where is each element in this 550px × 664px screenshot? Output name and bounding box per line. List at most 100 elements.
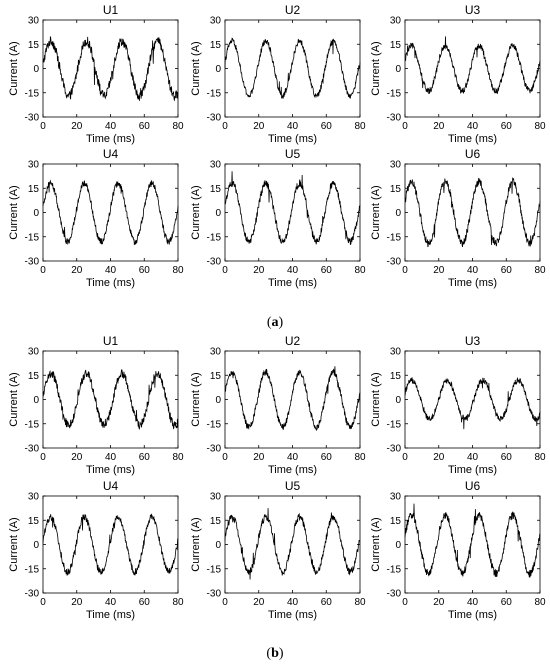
y-tick-label: 30 (28, 492, 40, 503)
subplot-b-u4: U4 0 20 40 60 80 -30 -15 0 15 30 Time (ms) Current (… (8, 479, 184, 621)
y-tick-label: -30 (207, 113, 222, 124)
x-tick-label: 80 (354, 265, 366, 276)
subplot-title: U1 (103, 334, 119, 348)
axes-box (42, 350, 179, 449)
x-tick-label: 60 (139, 452, 151, 463)
y-tick-label: 15 (390, 40, 402, 51)
x-tick-label: 40 (105, 121, 117, 132)
y-tick-label: -30 (207, 589, 222, 600)
y-tick-label: -30 (25, 589, 40, 600)
x-tick-label: 80 (534, 265, 546, 276)
subplot-a-u5: U5 0 20 40 60 80 -30 -15 0 15 30 Time (ms) Current (… (190, 147, 366, 289)
axes-box (42, 19, 179, 118)
x-tick-label: 40 (467, 121, 479, 132)
current-trace (42, 36, 179, 102)
y-axis-label: Current (A) (8, 41, 20, 95)
y-axis-label: Current (A) (8, 185, 20, 239)
y-tick-label: -15 (387, 419, 402, 430)
x-tick-label: 20 (433, 452, 445, 463)
subplot-a-u4: U4 0 20 40 60 80 -30 -15 0 15 30 Time (ms) Current (… (8, 147, 184, 289)
y-tick-label: 15 (390, 516, 402, 527)
y-tick-label: -15 (25, 419, 40, 430)
y-tick-label: 15 (28, 40, 40, 51)
x-tick-label: 0 (40, 265, 46, 276)
y-tick-label: 0 (33, 395, 39, 406)
y-tick-label: -15 (207, 564, 222, 575)
current-trace (404, 36, 541, 95)
x-axis-label: Time (ms) (86, 277, 135, 289)
x-tick-label: 20 (71, 121, 83, 132)
y-tick-label: -30 (25, 257, 40, 268)
current-trace (404, 503, 541, 578)
x-axis-label: Time (ms) (448, 464, 497, 476)
y-axis-label: Current (A) (370, 372, 382, 426)
y-tick-label: 15 (210, 371, 222, 382)
y-tick-label: 30 (28, 347, 40, 358)
x-tick-label: 20 (253, 452, 265, 463)
subplot-title: U5 (285, 479, 301, 493)
x-tick-label: 0 (222, 121, 228, 132)
y-tick-label: -30 (387, 113, 402, 124)
axes-box (404, 495, 541, 594)
subplot-b-u6: U6 0 20 40 60 80 -30 -15 0 15 30 Time (ms) Current (… (370, 479, 546, 621)
y-tick-label: 30 (390, 16, 402, 27)
y-tick-label: 30 (210, 492, 222, 503)
x-tick-label: 20 (253, 597, 265, 608)
current-trace (224, 171, 361, 245)
x-tick-label: 60 (501, 597, 513, 608)
y-tick-label: -30 (207, 257, 222, 268)
x-tick-label: 0 (40, 121, 46, 132)
y-tick-label: -30 (207, 444, 222, 455)
y-axis-label: Current (A) (370, 185, 382, 239)
y-tick-label: 0 (33, 540, 39, 551)
axes-box (224, 350, 361, 449)
axes-box (224, 19, 361, 118)
x-tick-label: 20 (433, 121, 445, 132)
y-tick-label: -30 (387, 257, 402, 268)
current-trace (404, 177, 541, 248)
y-tick-label: 0 (395, 540, 401, 551)
y-tick-label: -15 (387, 564, 402, 575)
subplot-title: U4 (103, 147, 119, 161)
x-tick-label: 0 (40, 597, 46, 608)
x-tick-label: 60 (501, 121, 513, 132)
x-tick-label: 40 (287, 597, 299, 608)
x-tick-label: 20 (71, 452, 83, 463)
subplot-title: U5 (285, 147, 301, 161)
subplot-grid: U1 0 20 40 60 80 -30 -15 0 15 30 Time (ms) Current (… (8, 3, 546, 621)
x-tick-label: 60 (139, 121, 151, 132)
x-tick-label: 40 (105, 265, 117, 276)
y-tick-label: 15 (210, 40, 222, 51)
subplot-a-u1: U1 0 20 40 60 80 -30 -15 0 15 30 Time (ms) Current (… (8, 3, 184, 145)
subplot-b-u1: U1 0 20 40 60 80 -30 -15 0 15 30 Time (ms) Current (… (8, 334, 184, 476)
x-tick-label: 60 (321, 121, 333, 132)
x-tick-label: 0 (402, 121, 408, 132)
x-axis-label: Time (ms) (268, 133, 317, 145)
x-tick-label: 80 (354, 452, 366, 463)
x-tick-label: 60 (321, 597, 333, 608)
y-tick-label: -15 (387, 88, 402, 99)
x-tick-label: 80 (534, 597, 546, 608)
subplot-title: U4 (103, 479, 119, 493)
x-tick-label: 0 (40, 452, 46, 463)
current-trace (224, 508, 361, 580)
current-trace (42, 368, 179, 430)
axes-box (404, 163, 541, 262)
y-tick-label: -30 (387, 444, 402, 455)
subplot-title: U1 (103, 3, 119, 17)
x-tick-label: 80 (172, 265, 184, 276)
x-tick-label: 0 (222, 597, 228, 608)
x-tick-label: 20 (253, 265, 265, 276)
x-axis-label: Time (ms) (448, 133, 497, 145)
y-axis-label: Current (A) (190, 372, 202, 426)
y-tick-label: -15 (25, 232, 40, 243)
y-tick-label: 30 (390, 492, 402, 503)
subplot-a-u2: U2 0 20 40 60 80 -30 -15 0 15 30 Time (ms) Current (… (190, 3, 366, 145)
y-tick-label: 0 (33, 208, 39, 219)
y-tick-label: -15 (207, 232, 222, 243)
x-tick-label: 20 (71, 597, 83, 608)
x-axis-label: Time (ms) (86, 133, 135, 145)
y-tick-label: 0 (395, 395, 401, 406)
x-tick-label: 0 (222, 452, 228, 463)
y-tick-label: 15 (28, 371, 40, 382)
